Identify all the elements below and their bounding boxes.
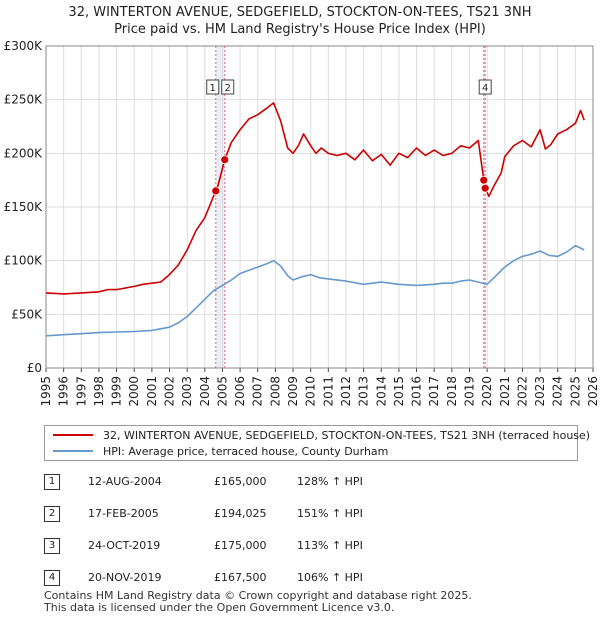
sale-number-badge: 1	[44, 474, 60, 490]
footer-line1: Contains HM Land Registry data © Crown c…	[44, 589, 472, 602]
sale-date: 17-FEB-2005	[88, 507, 159, 520]
sale-point	[220, 155, 230, 165]
chart-title: 32, WINTERTON AVENUE, SEDGEFIELD, STOCKT…	[0, 4, 600, 38]
legend-label-hpi: HPI: Average price, terraced house, Coun…	[103, 445, 389, 458]
legend-label-property: 32, WINTERTON AVENUE, SEDGEFIELD, STOCKT…	[103, 429, 591, 442]
sale-label-box: 2	[221, 79, 235, 95]
x-tick-label: 2005	[215, 376, 229, 407]
chart-legend: 32, WINTERTON AVENUE, SEDGEFIELD, STOCKT…	[44, 425, 590, 461]
y-tick-label: £0	[27, 361, 42, 375]
x-tick-label: 2017	[427, 376, 441, 407]
sale-price: £175,000	[214, 539, 267, 552]
x-tick-label: 2008	[268, 376, 282, 407]
sale-row: 4 20-NOV-2019 £167,500 106% ↑ HPI	[44, 570, 464, 590]
sale-point	[211, 186, 221, 196]
x-tick-label: 1995	[39, 376, 53, 407]
legend-item-hpi: HPI: Average price, terraced house, Coun…	[53, 444, 388, 460]
legend-item-property: 32, WINTERTON AVENUE, SEDGEFIELD, STOCKT…	[53, 428, 590, 444]
sale-date: 20-NOV-2019	[88, 571, 162, 584]
y-tick-label: £300K	[4, 39, 44, 53]
legend-swatch-property	[53, 434, 93, 436]
x-tick-label: 2016	[410, 376, 424, 407]
sale-number-badge: 3	[44, 538, 60, 554]
x-tick-label: 2001	[145, 376, 159, 407]
x-tick-label: 2025	[568, 376, 582, 407]
sale-label-text: 2	[225, 83, 231, 94]
x-tick-label: 2006	[233, 376, 247, 407]
sale-price: £165,000	[214, 475, 267, 488]
sale-row: 2 17-FEB-2005 £194,025 151% ↑ HPI	[44, 506, 464, 526]
sale-label-box: 1	[206, 79, 220, 95]
sale-price: £194,025	[214, 507, 267, 520]
chart-title-line1: 32, WINTERTON AVENUE, SEDGEFIELD, STOCKT…	[68, 5, 532, 20]
sale-point	[479, 175, 489, 185]
sale-label-box: 4	[478, 79, 492, 95]
sale-label-rect	[221, 79, 235, 95]
y-tick-label: £250K	[4, 93, 44, 107]
x-tick-label: 2020	[480, 376, 494, 407]
y-tick-label: £50K	[11, 307, 43, 321]
sale-price: £167,500	[214, 571, 267, 584]
sale-hpi-change: 151% ↑ HPI	[297, 507, 363, 520]
x-tick-label: 2012	[339, 376, 353, 407]
sale-number-badge: 4	[44, 570, 60, 586]
sale-row: 1 12-AUG-2004 £165,000 128% ↑ HPI	[44, 474, 464, 494]
x-tick-label: 2010	[304, 376, 318, 407]
x-tick-label: 2019	[462, 376, 476, 407]
x-tick-label: 2011	[321, 376, 335, 407]
sale-hpi-change: 106% ↑ HPI	[297, 571, 363, 584]
x-tick-label: 2000	[127, 376, 141, 407]
x-tick-label: 2004	[198, 376, 212, 407]
x-tick-label: 2021	[498, 376, 512, 407]
sale-hpi-change: 128% ↑ HPI	[297, 475, 363, 488]
hpi-line	[45, 244, 585, 337]
x-tick-label: 1999	[110, 376, 124, 407]
x-tick-label: 2024	[551, 376, 565, 407]
sale-row: 3 24-OCT-2019 £175,000 113% ↑ HPI	[44, 538, 464, 558]
sale-label-rect	[478, 79, 492, 95]
x-tick-label: 2023	[533, 376, 547, 407]
sale-label-text: 4	[482, 83, 488, 94]
sale-number-badge: 2	[44, 506, 60, 522]
y-tick-label: £200K	[4, 146, 44, 160]
sale-date: 24-OCT-2019	[88, 539, 161, 552]
x-tick-label: 2018	[445, 376, 459, 407]
x-tick-label: 2026	[586, 376, 600, 407]
footer-attribution: Contains HM Land Registry data © Crown c…	[44, 590, 584, 614]
sale-point	[480, 183, 490, 193]
sale-hpi-change: 113% ↑ HPI	[297, 539, 363, 552]
x-tick-label: 1998	[92, 376, 106, 407]
x-tick-label: 2014	[374, 376, 388, 407]
y-tick-label: £150K	[4, 200, 44, 214]
x-tick-label: 2007	[251, 376, 265, 407]
x-tick-label: 1997	[74, 376, 88, 407]
sale-label-text: 1	[210, 83, 216, 94]
y-tick-label: £100K	[4, 254, 44, 268]
sale-date: 12-AUG-2004	[88, 475, 162, 488]
x-tick-label: 2002	[163, 376, 177, 407]
footer-line2: This data is licensed under the Open Gov…	[44, 601, 395, 614]
x-tick-label: 2013	[357, 376, 371, 407]
x-tick-label: 2022	[515, 376, 529, 407]
sale-label-rect	[206, 79, 220, 95]
x-tick-label: 2009	[286, 376, 300, 407]
property-price-line	[45, 102, 585, 295]
x-tick-label: 2015	[392, 376, 406, 407]
legend-swatch-hpi	[53, 450, 93, 452]
x-tick-label: 1996	[57, 376, 71, 407]
x-tick-label: 2003	[180, 376, 194, 407]
chart-title-line2: Price paid vs. HM Land Registry's House …	[114, 22, 486, 37]
plot-frame	[45, 45, 594, 369]
